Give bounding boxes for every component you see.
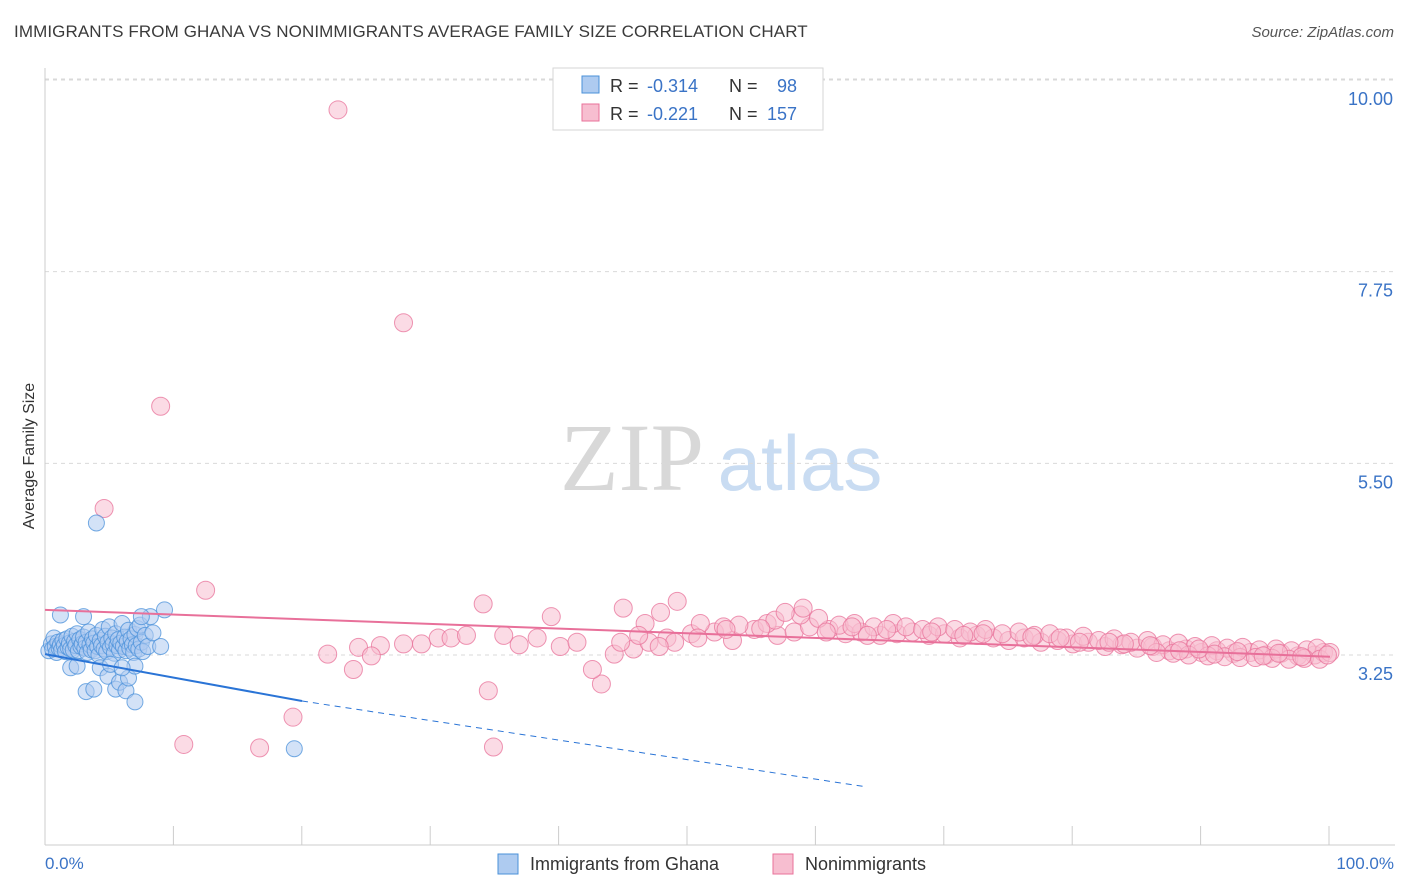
nonimmigrant-point xyxy=(877,619,897,639)
stats-n-label-pink: N = xyxy=(729,104,758,124)
nonimmigrant-point xyxy=(1050,628,1070,648)
ghana-point xyxy=(132,608,150,626)
nonimmigrant-point xyxy=(582,659,602,679)
ghana-point xyxy=(156,601,174,619)
stats-n-value-blue: 98 xyxy=(777,76,797,96)
ghana-point xyxy=(152,637,170,655)
nonimmigrant-point xyxy=(842,617,862,637)
ghana-point xyxy=(87,514,105,532)
stats-n-value-pink: 157 xyxy=(767,104,797,124)
nonimmigrant-point xyxy=(567,632,587,652)
stats-r-label-blue: R = xyxy=(610,76,639,96)
stats-legend-swatch-blue xyxy=(581,75,600,94)
stats-n-label-blue: N = xyxy=(729,76,758,96)
nonimmigrant-point xyxy=(613,598,633,618)
nonimmigrant-point xyxy=(494,625,514,645)
nonimmigrant-point xyxy=(394,634,414,654)
y-tick-label: 5.50 xyxy=(1358,472,1393,492)
nonimmigrants-trend-line xyxy=(44,608,1331,658)
nonimmigrant-point xyxy=(412,634,432,654)
nonimmigrant-point xyxy=(361,646,381,666)
nonimmigrant-point xyxy=(328,100,348,120)
ghana-point xyxy=(75,608,93,626)
nonimmigrant-point xyxy=(456,625,476,645)
nonimmigrant-point xyxy=(816,622,836,642)
nonimmigrant-point xyxy=(922,622,942,642)
axes xyxy=(44,68,1395,846)
nonimmigrants-points xyxy=(94,100,1340,758)
stats-r-label-pink: R = xyxy=(610,104,639,124)
y-tick-label: 7.75 xyxy=(1358,281,1393,301)
nonimmigrant-point xyxy=(151,396,171,416)
nonimmigrant-point xyxy=(550,636,570,656)
nonimmigrant-point xyxy=(629,625,649,645)
nonimmigrant-point xyxy=(1099,632,1119,652)
nonimmigrant-point xyxy=(973,624,993,644)
nonimmigrant-point xyxy=(1269,643,1289,663)
ghana-trend-line xyxy=(44,653,303,702)
nonimmigrant-point xyxy=(591,674,611,694)
gridlines xyxy=(45,78,1395,656)
nonimmigrant-point xyxy=(611,632,631,652)
nonimmigrant-point xyxy=(1189,639,1209,659)
nonimmigrant-point xyxy=(651,602,671,622)
nonimmigrant-point xyxy=(527,628,547,648)
watermark-zip: ZIP xyxy=(560,404,704,511)
nonimmigrant-point xyxy=(318,644,338,664)
y-tick-labels: 3.25 5.50 7.75 10.00 xyxy=(1348,89,1393,684)
stats-r-value-blue: -0.314 xyxy=(647,76,698,96)
stats-legend: R = -0.314 N = 98 R = -0.221 N = 157 xyxy=(552,67,824,131)
nonimmigrant-point xyxy=(1140,636,1160,656)
source-label: Source: ZipAtlas.com xyxy=(1251,24,1394,41)
y-axis-label: Average Family Size xyxy=(21,383,38,530)
nonimmigrant-point xyxy=(1022,627,1042,647)
nonimmigrant-point xyxy=(793,598,813,618)
x-tick-label-min: 0.0% xyxy=(45,854,84,873)
nonimmigrant-point xyxy=(94,498,114,518)
x-tick-label-max: 100.0% xyxy=(1336,854,1394,873)
stats-r-value-pink: -0.221 xyxy=(647,104,698,124)
y-tick-label: 3.25 xyxy=(1358,664,1393,684)
nonimmigrant-point xyxy=(1227,642,1247,662)
ghana-points xyxy=(40,514,303,758)
bottom-legend: Immigrants from Ghana Nonimmigrants xyxy=(497,853,926,875)
ghana-point xyxy=(126,693,144,711)
nonimmigrant-point xyxy=(541,607,561,627)
nonimmigrant-point xyxy=(250,738,270,758)
nonimmigrant-point xyxy=(667,591,687,611)
nonimmigrant-point xyxy=(688,628,708,648)
nonimmigrant-point xyxy=(775,602,795,622)
legend-swatch-nonimmigrants xyxy=(772,853,794,875)
nonimmigrant-point xyxy=(1317,645,1337,665)
nonimmigrant-point xyxy=(509,635,529,655)
x-ticks xyxy=(44,826,1330,845)
stats-legend-swatch-pink xyxy=(581,103,600,122)
nonimmigrant-point xyxy=(343,659,363,679)
y-tick-label: 10.00 xyxy=(1348,89,1393,109)
ghana-point xyxy=(85,680,103,698)
ghana-point xyxy=(68,657,86,675)
nonimmigrant-point xyxy=(992,624,1012,644)
nonimmigrant-point xyxy=(483,737,503,757)
nonimmigrant-point xyxy=(394,313,414,333)
nonimmigrant-point xyxy=(478,681,498,701)
nonimmigrant-point xyxy=(896,617,916,637)
nonimmigrant-point xyxy=(283,707,303,727)
chart-title: IMMIGRANTS FROM GHANA VS NONIMMIGRANTS A… xyxy=(14,22,808,41)
nonimmigrant-point xyxy=(751,619,771,639)
nonimmigrant-point xyxy=(649,636,669,656)
legend-label-nonimmigrants: Nonimmigrants xyxy=(805,854,926,874)
nonimmigrant-point xyxy=(473,594,493,614)
ghana-point xyxy=(285,740,303,758)
nonimmigrant-point xyxy=(954,625,974,645)
nonimmigrant-point xyxy=(196,580,216,600)
legend-label-ghana: Immigrants from Ghana xyxy=(530,854,720,874)
ghana-point xyxy=(144,624,162,642)
nonimmigrant-point xyxy=(174,734,194,754)
ghana-trend-extension xyxy=(301,700,868,788)
trend-lines xyxy=(44,608,1331,788)
legend-swatch-ghana xyxy=(497,853,519,875)
